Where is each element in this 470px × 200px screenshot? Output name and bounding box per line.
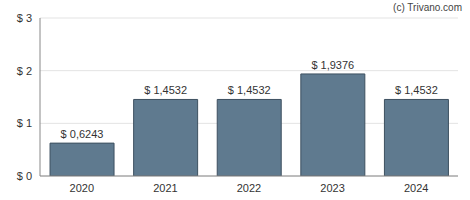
svg-text:2021: 2021 bbox=[153, 182, 177, 194]
svg-text:$ 1,4532: $ 1,4532 bbox=[228, 84, 271, 96]
svg-text:2022: 2022 bbox=[237, 182, 261, 194]
svg-text:$ 2: $ 2 bbox=[17, 65, 32, 77]
html-text:(c) Trivano.com: (c) Trivano.com bbox=[393, 2, 462, 13]
svg-text:$ 1,4532: $ 1,4532 bbox=[144, 84, 187, 96]
svg-text:2023: 2023 bbox=[320, 182, 344, 194]
svg-text:2024: 2024 bbox=[404, 182, 428, 194]
svg-text:$ 0: $ 0 bbox=[17, 170, 32, 182]
svg-text:$ 1: $ 1 bbox=[17, 117, 32, 129]
svg-text:$ 1,9376: $ 1,9376 bbox=[311, 59, 354, 71]
svg-text:$ 1,4532: $ 1,4532 bbox=[395, 84, 438, 96]
svg-text:$ 0,6243: $ 0,6243 bbox=[61, 128, 104, 140]
svg-text:$ 3: $ 3 bbox=[17, 12, 32, 24]
svg-text:2020: 2020 bbox=[70, 182, 94, 194]
